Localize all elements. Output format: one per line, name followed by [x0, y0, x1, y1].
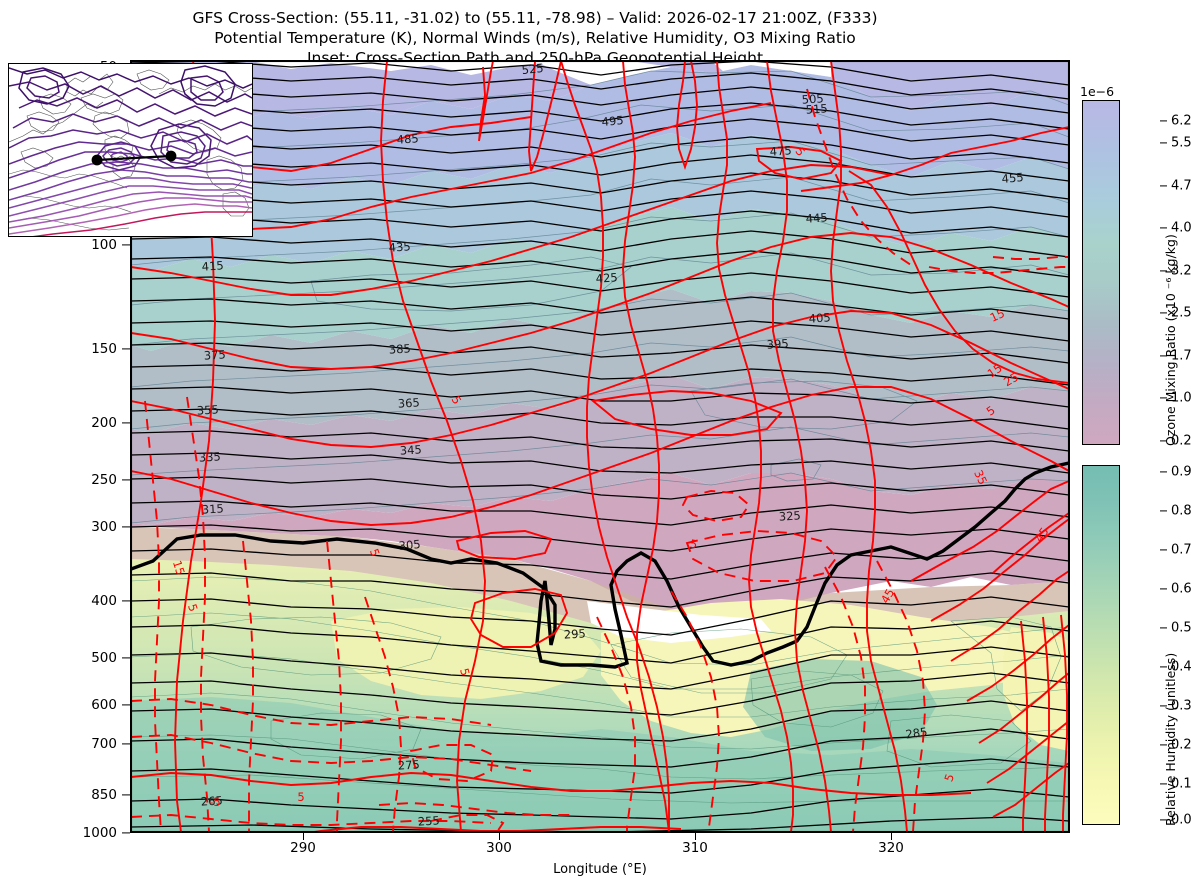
svg-text:335: 335 — [198, 449, 221, 464]
svg-text:425: 425 — [595, 270, 618, 285]
svg-text:435: 435 — [388, 239, 411, 254]
ytick-label: 300 — [91, 519, 117, 535]
humidity-tick-label: 0.95 — [1171, 464, 1191, 480]
humidity-tick-label: 0.15 — [1171, 776, 1191, 792]
ozone-tick-label: 3.25 — [1171, 263, 1191, 279]
svg-text:375: 375 — [203, 347, 226, 362]
svg-text:315: 315 — [201, 501, 224, 516]
svg-text:495: 495 — [601, 113, 624, 129]
humidity-tick-label: 0.05 — [1171, 812, 1191, 828]
svg-text:385: 385 — [388, 341, 411, 356]
humidity-tick-label: 0.45 — [1171, 659, 1191, 675]
xtick-label: 290 — [290, 840, 316, 856]
xtick-label: 320 — [878, 840, 904, 856]
humidity-tick-label: 0.75 — [1171, 542, 1191, 558]
svg-text:455: 455 — [1001, 170, 1024, 186]
inset-map-plot — [9, 64, 252, 236]
ozone-tick-label: 2.50 — [1171, 305, 1191, 321]
svg-text:395: 395 — [766, 336, 789, 351]
svg-text:415: 415 — [201, 258, 224, 273]
figure-title: GFS Cross-Section: (55.11, -31.02) to (5… — [0, 8, 1070, 68]
ozone-tick-label: 1.75 — [1171, 348, 1191, 364]
humidity-tick-label: 0.35 — [1171, 698, 1191, 714]
ozone-colorbar-title: Ozone Mixing Ratio (x10 ⁻⁶ kg/kg) — [1163, 234, 1178, 446]
humidity-colorbar-title: Relative Humidity (unitless) — [1163, 652, 1178, 826]
svg-text:5: 5 — [297, 790, 304, 804]
ytick-label: 250 — [91, 472, 117, 488]
humidity-tick-label: 0.65 — [1171, 581, 1191, 597]
svg-text:475: 475 — [769, 143, 792, 158]
svg-text:505: 505 — [801, 91, 824, 106]
ozone-colorbar[interactable] — [1082, 100, 1120, 445]
ozone-tick-label: 1.00 — [1171, 390, 1191, 406]
svg-text:445: 445 — [805, 210, 828, 225]
humidity-tick-label: 0.85 — [1171, 503, 1191, 519]
ytick-label: 200 — [91, 415, 117, 431]
y-axis-label: Pressure (hPa) — [0, 399, 1, 492]
ozone-tick-label: 4.00 — [1171, 220, 1191, 236]
svg-text:255: 255 — [417, 813, 440, 828]
ozone-tick-label: 5.50 — [1171, 135, 1191, 151]
svg-text:345: 345 — [399, 442, 422, 457]
ozone-colorbar-offset: 1e−6 — [1080, 84, 1115, 99]
ozone-tick-label: 6.25 — [1171, 113, 1191, 129]
ytick-label: 1000 — [82, 825, 117, 841]
ytick-label: 600 — [91, 697, 117, 713]
svg-text:405: 405 — [808, 310, 831, 325]
title-line-2: Potential Temperature (K), Normal Winds … — [214, 29, 856, 47]
cross-section-path — [91, 150, 177, 166]
title-line-1: GFS Cross-Section: (55.11, -31.02) to (5… — [192, 9, 878, 27]
cross-section-plot: 525 515 505 495 485 475 455 445 435 425 … — [131, 61, 1069, 832]
path-endpoint-east — [165, 150, 177, 162]
ytick-label: 100 — [91, 237, 117, 253]
ytick-label: 500 — [91, 650, 117, 666]
xtick-label: 310 — [682, 840, 708, 856]
svg-text:305: 305 — [398, 537, 421, 553]
path-endpoint-west — [91, 154, 103, 166]
ytick-label: 150 — [91, 341, 117, 357]
svg-text:325: 325 — [778, 508, 801, 523]
x-axis-label: Longitude (°E) — [553, 862, 647, 877]
svg-text:295: 295 — [563, 626, 586, 641]
humidity-tick-label: 0.55 — [1171, 620, 1191, 636]
svg-text:-5: -5 — [209, 795, 220, 809]
ytick-label: 400 — [91, 593, 117, 609]
ozone-tick-label: 0.25 — [1171, 433, 1191, 449]
svg-text:485: 485 — [396, 131, 419, 146]
ozone-tick-label: 4.75 — [1171, 178, 1191, 194]
inset-map — [8, 63, 253, 237]
svg-text:525: 525 — [521, 61, 544, 77]
svg-text:365: 365 — [397, 395, 420, 410]
xtick-label: 300 — [486, 840, 512, 856]
svg-text:275: 275 — [397, 757, 420, 772]
humidity-tick-label: 0.25 — [1171, 737, 1191, 753]
cross-section-axes: 525 515 505 495 485 475 455 445 435 425 … — [130, 60, 1070, 833]
ytick-label: 700 — [91, 736, 117, 752]
svg-text:355: 355 — [196, 402, 219, 417]
humidity-colorbar[interactable] — [1082, 465, 1120, 825]
ytick-label: 850 — [91, 787, 117, 803]
